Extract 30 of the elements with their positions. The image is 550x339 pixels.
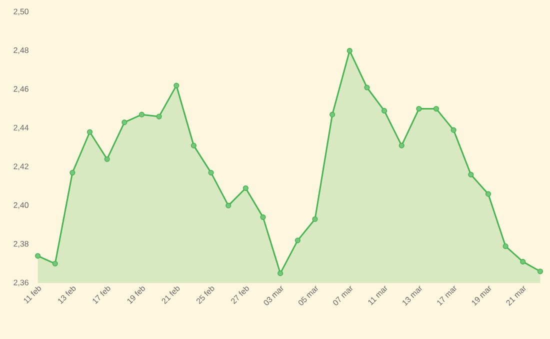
point [502,243,508,250]
point [52,260,58,266]
point [104,156,110,162]
point [294,238,300,244]
point [330,112,336,118]
point [537,268,543,274]
point [468,172,474,178]
point [485,191,492,197]
point [174,82,180,88]
point [520,258,526,264]
point [416,106,422,112]
point [156,114,162,120]
point [278,270,284,276]
point [364,84,370,90]
point [86,129,93,135]
point [312,216,318,222]
point [35,253,41,259]
point [433,106,440,112]
point [138,112,145,118]
point [122,120,128,126]
point [398,142,404,148]
point [260,214,266,220]
point [450,127,456,133]
point [226,202,232,208]
point [242,185,248,191]
point [346,48,352,54]
point [190,142,197,148]
point [208,170,214,176]
point [70,170,76,176]
point [382,108,388,114]
